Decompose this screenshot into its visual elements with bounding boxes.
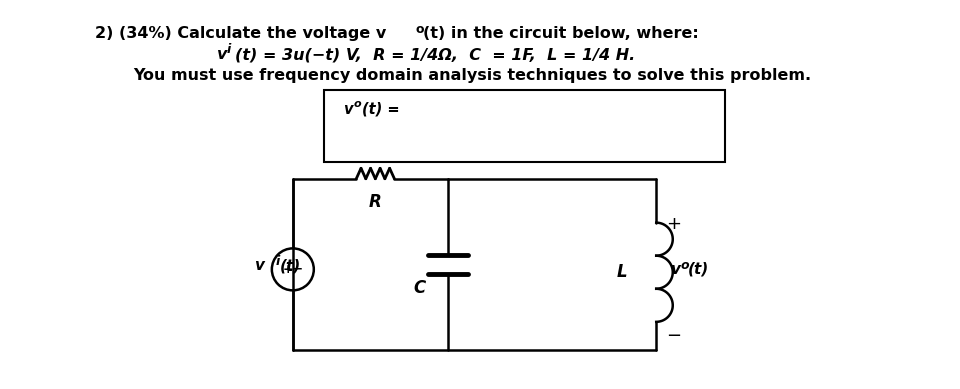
Text: o: o	[680, 259, 688, 272]
Text: i: i	[276, 255, 280, 268]
Text: +−: +−	[282, 263, 303, 276]
Text: v: v	[669, 262, 680, 277]
Text: i: i	[227, 43, 231, 56]
Text: v: v	[344, 102, 353, 116]
Bar	[324, 90, 725, 161]
Text: You must use frequency domain analysis techniques to solve this problem.: You must use frequency domain analysis t…	[133, 68, 811, 83]
Text: (t) =: (t) =	[363, 102, 400, 116]
Text: +: +	[666, 215, 681, 233]
Text: R: R	[369, 193, 382, 211]
Text: (t): (t)	[687, 262, 709, 277]
Text: (t): (t)	[279, 258, 300, 273]
Text: o: o	[354, 99, 362, 109]
Text: C: C	[413, 279, 425, 297]
Text: (t) in the circuit below, where:: (t) in the circuit below, where:	[423, 26, 699, 41]
Text: v: v	[254, 258, 264, 273]
Text: v: v	[217, 47, 227, 62]
Text: o: o	[416, 23, 424, 36]
Text: L: L	[617, 263, 628, 281]
Text: (t) = 3u(−t) V,  R = 1/4Ω,  C  = 1F,  L = 1/4 H.: (t) = 3u(−t) V, R = 1/4Ω, C = 1F, L = 1/…	[234, 47, 635, 62]
Text: 2) (34%) Calculate the voltage v: 2) (34%) Calculate the voltage v	[95, 26, 387, 41]
Text: −: −	[666, 327, 681, 345]
